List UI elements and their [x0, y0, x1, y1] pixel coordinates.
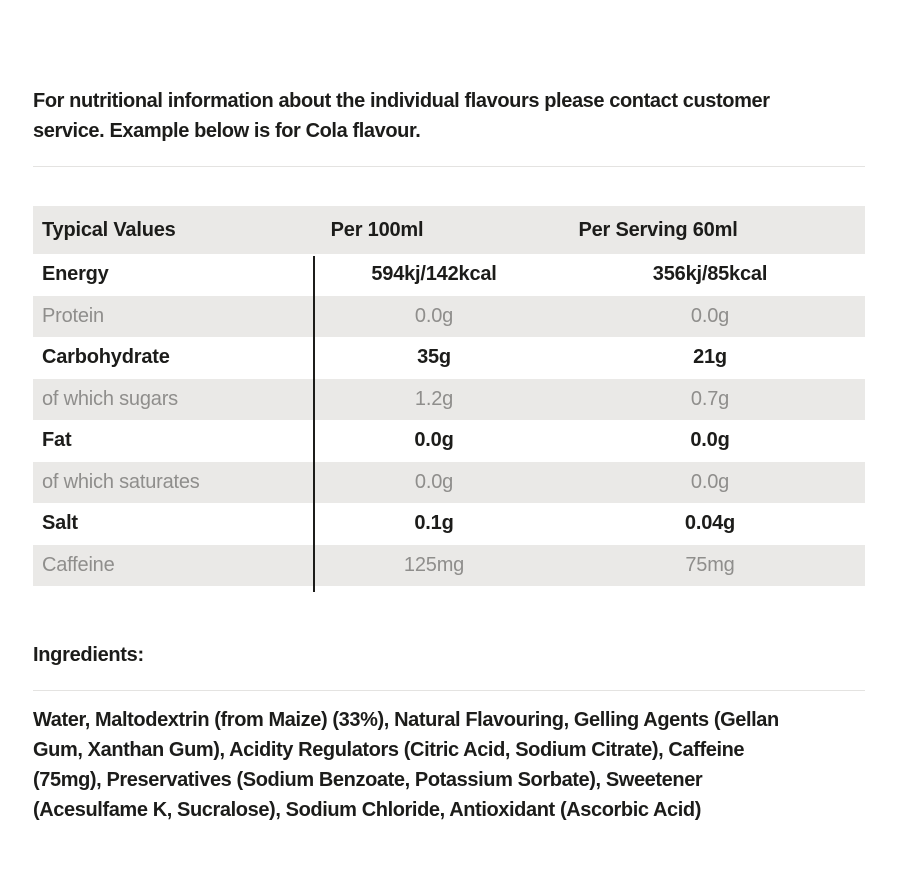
row-label: of which saturates	[42, 470, 200, 493]
row-value-serving: 21g	[693, 346, 727, 369]
row-value-serving: 0.0g	[690, 429, 730, 452]
table-row-carbohydrate: Carbohydrate 35g 21g	[33, 337, 865, 379]
row-value-serving: 356kj/85kcal	[652, 263, 768, 286]
table-row-salt: Salt 0.1g 0.04g	[33, 503, 865, 545]
row-value-serving: 0.04g	[684, 512, 736, 535]
table-row-saturates: of which saturates 0.0g 0.0g	[33, 461, 865, 503]
table-row-caffeine: Caffeine 125mg 75mg	[33, 544, 865, 586]
section-divider	[33, 690, 865, 691]
row-label: Energy	[42, 263, 109, 286]
row-label: Protein	[42, 304, 104, 327]
section-divider	[33, 166, 865, 167]
row-value-per100: 0.0g	[414, 304, 454, 327]
row-value-per100: 0.1g	[414, 512, 454, 535]
row-value-serving: 0.7g	[690, 387, 730, 410]
row-label: Salt	[42, 512, 78, 535]
nutrition-table: Typical Values Per 100ml Per Serving 60m…	[33, 206, 865, 592]
table-row-energy: Energy 594kj/142kcal 356kj/85kcal	[33, 254, 865, 296]
ingredients-text: Water, Maltodextrin (from Maize) (33%), …	[33, 709, 779, 821]
row-value-per100: 1.2g	[414, 387, 454, 410]
nutrition-info-section: For nutritional information about the in…	[33, 90, 865, 821]
header-typical-values: Typical Values	[42, 219, 176, 241]
header-per-serving-60ml: Per Serving 60ml	[578, 219, 738, 241]
row-value-per100: 0.0g	[414, 429, 454, 452]
table-header-row: Typical Values Per 100ml Per Serving 60m…	[33, 206, 865, 254]
header-per-100ml: Per 100ml	[330, 219, 424, 241]
row-value-per100: 594kj/142kcal	[371, 263, 497, 286]
row-value-serving: 0.0g	[690, 470, 730, 493]
row-label: of which sugars	[42, 387, 178, 410]
table-row-sugars: of which sugars 1.2g 0.7g	[33, 378, 865, 420]
column-divider-line	[313, 256, 315, 592]
row-value-serving: 75mg	[685, 553, 735, 576]
row-label: Fat	[42, 429, 72, 452]
row-value-per100: 125mg	[403, 553, 465, 576]
table-row-protein: Protein 0.0g 0.0g	[33, 295, 865, 337]
row-value-per100: 35g	[417, 346, 451, 369]
intro-text: For nutritional information about the in…	[33, 90, 770, 142]
row-label: Carbohydrate	[42, 346, 170, 369]
row-label: Caffeine	[42, 553, 115, 576]
row-value-per100: 0.0g	[414, 470, 454, 493]
ingredients-heading: Ingredients:	[33, 644, 144, 666]
row-value-serving: 0.0g	[690, 304, 730, 327]
table-row-fat: Fat 0.0g 0.0g	[33, 420, 865, 462]
